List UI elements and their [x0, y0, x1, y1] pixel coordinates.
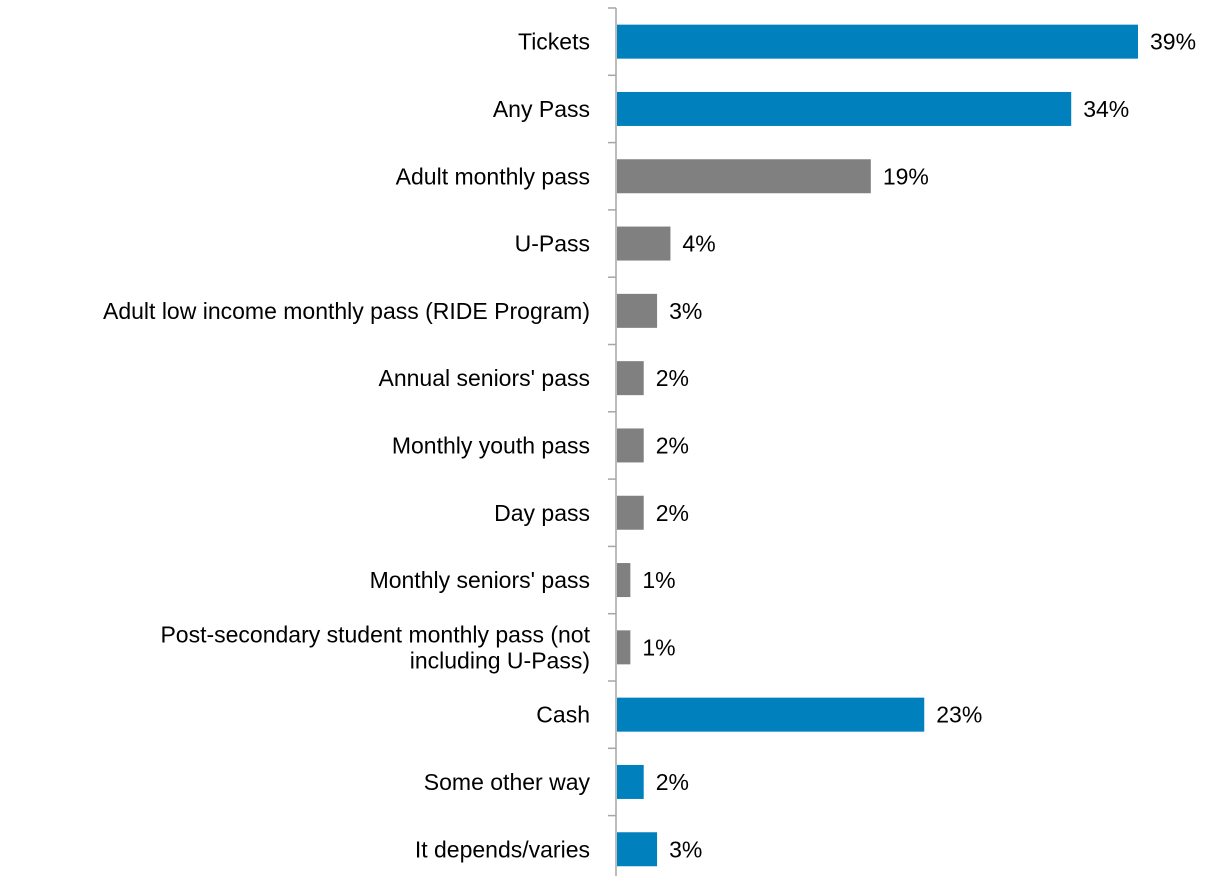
category-label-line: Monthly seniors' pass — [370, 567, 590, 593]
category-label-line: Adult low income monthly pass (RIDE Prog… — [103, 298, 590, 324]
category-label-line: Monthly youth pass — [392, 432, 590, 458]
category-label: Some other way — [424, 769, 591, 795]
bar — [617, 697, 925, 732]
bar — [617, 159, 871, 194]
bar — [617, 361, 644, 396]
bar — [617, 563, 631, 598]
category-label-line: Any Pass — [493, 96, 590, 122]
category-label-line: including U-Pass) — [410, 647, 590, 673]
category-labels: Tickets Any Pass Adult monthly pass U-Pass A… — [103, 29, 591, 863]
category-label: Day pass — [494, 500, 590, 526]
bar — [617, 832, 658, 867]
category-label-line: It depends/varies — [415, 836, 590, 862]
bar — [617, 91, 1072, 126]
category-label: Monthly youth pass — [392, 432, 590, 458]
bar — [617, 226, 671, 261]
value-labels: 39% 34% 19% 4% 3% 2% 2% 2% 1% 1% 23% 2% 3% — [642, 29, 1196, 863]
category-label: It depends/varies — [415, 836, 590, 862]
category-label: Monthly seniors' pass — [370, 567, 590, 593]
category-label: Post-secondary student monthly pass (not… — [160, 621, 590, 673]
bar — [617, 293, 658, 328]
value-label: 1% — [642, 634, 675, 660]
value-label: 4% — [682, 231, 715, 257]
bar — [617, 24, 1138, 59]
value-label: 3% — [669, 298, 702, 324]
value-label: 23% — [936, 702, 982, 728]
category-label-line: Day pass — [494, 500, 590, 526]
value-label: 19% — [883, 163, 929, 189]
value-label: 3% — [669, 836, 702, 862]
category-label-line: Adult monthly pass — [396, 163, 590, 189]
value-label: 2% — [656, 769, 689, 795]
category-label: Tickets — [518, 29, 590, 55]
value-label: 2% — [656, 432, 689, 458]
category-label: U-Pass — [515, 231, 590, 257]
value-label: 2% — [656, 500, 689, 526]
value-label: 39% — [1150, 29, 1196, 55]
category-label-line: Tickets — [518, 29, 590, 55]
bar — [617, 428, 644, 463]
category-label-line: Some other way — [424, 769, 591, 795]
bar — [617, 495, 644, 530]
category-label: Any Pass — [493, 96, 590, 122]
category-axis — [608, 7, 617, 876]
category-label-line: Annual seniors' pass — [378, 365, 590, 391]
category-label: Annual seniors' pass — [378, 365, 590, 391]
category-label-line: U-Pass — [515, 231, 590, 257]
bars — [617, 24, 1138, 867]
category-label: Cash — [536, 702, 590, 728]
category-label-line: Cash — [536, 702, 590, 728]
category-label-line: Post-secondary student monthly pass (not — [160, 621, 590, 647]
value-label: 1% — [642, 567, 675, 593]
category-label: Adult low income monthly pass (RIDE Prog… — [103, 298, 590, 324]
value-label: 2% — [656, 365, 689, 391]
value-label: 34% — [1083, 96, 1129, 122]
bar — [617, 630, 631, 665]
bar — [617, 764, 644, 799]
category-label: Adult monthly pass — [396, 163, 590, 189]
